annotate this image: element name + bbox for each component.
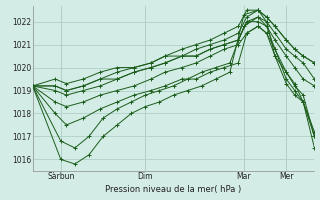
X-axis label: Pression niveau de la mer( hPa ): Pression niveau de la mer( hPa ) [105,185,242,194]
